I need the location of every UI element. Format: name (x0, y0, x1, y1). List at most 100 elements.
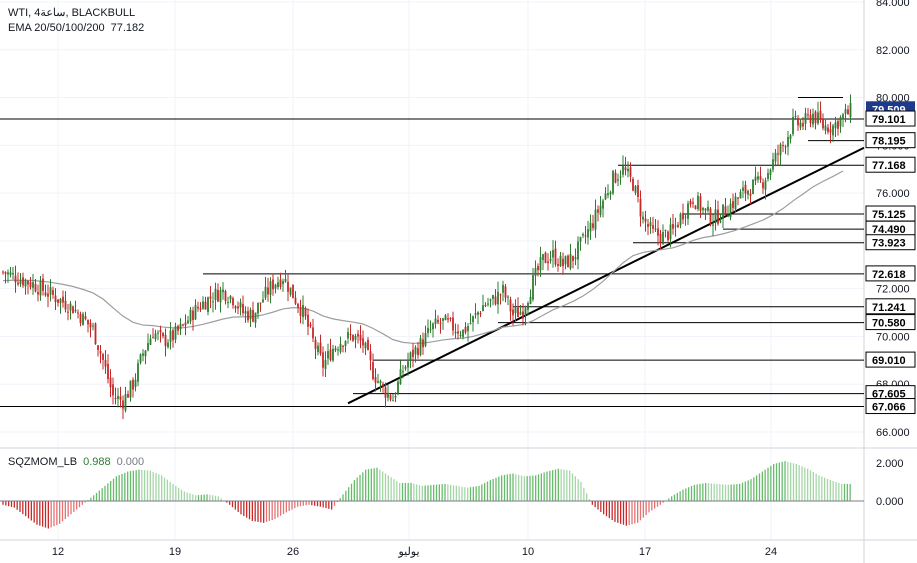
candle-body (597, 209, 599, 213)
candle-body (157, 332, 159, 334)
candle-body (847, 109, 849, 115)
candle-body (639, 198, 642, 217)
momentum-tick-label: 0.000 (876, 496, 904, 508)
candle-body (197, 306, 199, 309)
candle-body (64, 300, 67, 310)
candle-body (394, 395, 397, 398)
candle-body (517, 307, 519, 318)
candle-body (119, 396, 122, 400)
candle-body (787, 137, 789, 147)
candle-body (244, 311, 247, 314)
candle-body (657, 228, 659, 236)
candle-body (392, 400, 394, 402)
candle-body (422, 339, 424, 348)
candle-body (542, 254, 544, 260)
candle-body (89, 322, 92, 328)
candle-body (707, 206, 709, 211)
momentum-bars (2, 461, 851, 529)
candle-body (559, 255, 562, 267)
candle-body (444, 315, 447, 321)
candle-body (184, 322, 187, 326)
candle-body (354, 335, 357, 340)
candle-body (727, 215, 729, 217)
candle-body (429, 329, 432, 331)
candle-body (402, 371, 404, 373)
candle-body (162, 332, 164, 337)
candle-body (439, 322, 442, 324)
candle-body (437, 320, 439, 323)
candle-body (844, 109, 847, 114)
candle-body (207, 297, 209, 312)
candle-body (472, 316, 474, 323)
candle-body (134, 379, 137, 388)
y-tick-label: 66.000 (876, 427, 910, 439)
candle-body (342, 345, 344, 347)
candle-body (709, 208, 712, 225)
candle-body (372, 362, 374, 380)
candle-body (587, 229, 589, 238)
candle-body (837, 121, 839, 129)
candle-body (834, 122, 837, 129)
candle-body (169, 330, 172, 342)
candle-body (404, 366, 407, 369)
price-tag-box (865, 234, 916, 251)
candle-body (297, 303, 299, 308)
candle-body (269, 281, 272, 295)
candle-body (544, 252, 547, 264)
y-tick-label: 84.000 (876, 0, 910, 9)
candle-body (9, 272, 12, 275)
candle-body (577, 241, 579, 260)
candle-body (687, 203, 689, 219)
candle-body (174, 326, 177, 340)
candle-body (612, 170, 614, 194)
candle-body (702, 208, 704, 211)
candle-body (322, 352, 324, 368)
candle-body (339, 343, 342, 352)
candle-body (654, 228, 657, 230)
candle-body (399, 369, 402, 385)
candle-body (564, 256, 567, 265)
price-tag-label: 75.125 (872, 209, 906, 221)
candle-body (92, 325, 94, 327)
candle-body (344, 341, 347, 346)
candle-body (419, 338, 422, 355)
candle-body (594, 209, 597, 230)
candle-body (432, 323, 434, 330)
candle-body (602, 200, 604, 209)
candle-body (94, 323, 97, 345)
candle-body (829, 129, 832, 133)
candle-body (232, 298, 234, 306)
candle-body (824, 125, 827, 131)
candle-body (652, 225, 654, 229)
candle-body (669, 224, 672, 240)
candle-body (137, 363, 139, 382)
momentum-tick-label: 2.000 (876, 458, 904, 470)
candle-body (259, 302, 262, 304)
candle-body (442, 318, 444, 321)
candle-body (129, 380, 132, 398)
candle-body (842, 114, 844, 120)
candle-body (547, 261, 549, 264)
candle-body (142, 353, 144, 356)
candle-body (777, 153, 779, 155)
price-tag-label: 71.241 (872, 302, 906, 314)
candle-body (592, 223, 594, 228)
candle-body (382, 383, 384, 387)
candle-body (389, 395, 392, 400)
candle-body (117, 396, 119, 400)
candle-body (832, 125, 834, 136)
source-label: BLACKBULL (71, 7, 136, 19)
candle-body (189, 309, 192, 322)
candle-body (352, 334, 354, 341)
candle-body (62, 296, 64, 303)
candle-body (349, 334, 352, 336)
candle-body (204, 301, 207, 310)
candle-body (642, 216, 644, 220)
candle-body (264, 286, 267, 298)
candle-body (477, 312, 479, 315)
candle-body (579, 237, 582, 242)
candle-body (412, 349, 414, 357)
candle-body (219, 290, 222, 303)
candle-body (719, 221, 722, 223)
